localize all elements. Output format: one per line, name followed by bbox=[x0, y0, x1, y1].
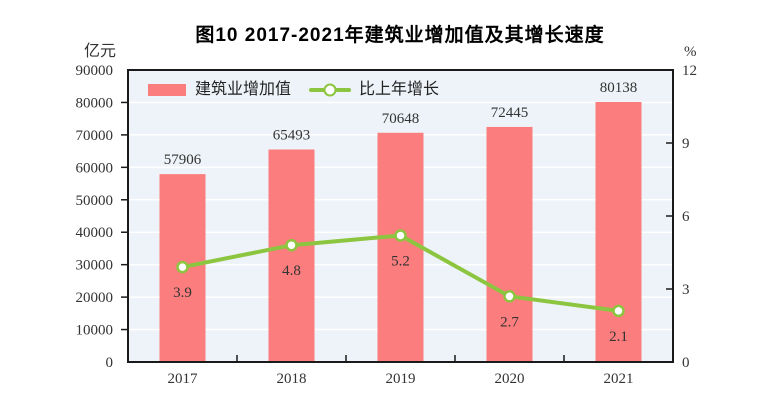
left-axis-tick-label: 10000 bbox=[76, 323, 114, 339]
growth-value-label: 5.2 bbox=[391, 253, 410, 269]
left-axis-tick-label: 70000 bbox=[76, 128, 114, 144]
legend-line-swatch-icon bbox=[309, 83, 352, 97]
growth-point-2018 bbox=[285, 238, 298, 252]
bar-value-label: 72445 bbox=[491, 105, 529, 121]
growth-value-label: 2.1 bbox=[609, 329, 628, 345]
left-axis-tick-label: 0 bbox=[106, 355, 114, 371]
chart-title: 图10 2017-2021年建筑业增加值及其增长速度 bbox=[195, 25, 605, 46]
growth-value-label: 2.7 bbox=[500, 314, 519, 330]
left-axis-tick-label: 80000 bbox=[76, 95, 114, 111]
left-axis-tick-label: 60000 bbox=[76, 160, 114, 176]
x-tick-label: 2019 bbox=[386, 371, 416, 387]
left-axis-tick-label: 90000 bbox=[76, 63, 114, 79]
bar-2020 bbox=[486, 126, 533, 362]
x-tick-label: 2021 bbox=[604, 371, 634, 387]
bar-value-label: 65493 bbox=[273, 128, 311, 144]
legend-bar-swatch-icon bbox=[148, 84, 186, 96]
bar-2021 bbox=[595, 101, 642, 363]
right-axis-tick-label: 6 bbox=[682, 209, 690, 225]
right-axis-unit: % bbox=[684, 44, 697, 60]
left-axis-tick-label: 30000 bbox=[76, 258, 114, 274]
bar-2019 bbox=[377, 132, 424, 362]
bar-value-label: 57906 bbox=[164, 152, 202, 168]
right-axis-tick-label: 12 bbox=[682, 63, 697, 79]
growth-point-2019 bbox=[394, 229, 407, 242]
growth-point-2021 bbox=[612, 304, 625, 318]
x-tick-label: 2018 bbox=[277, 371, 307, 387]
growth-point-2017 bbox=[176, 260, 189, 274]
legend-bar-label: 建筑业增加值 bbox=[195, 81, 292, 98]
bar-value-label: 80138 bbox=[600, 80, 638, 96]
left-axis-tick-label: 50000 bbox=[76, 193, 114, 209]
legend: 建筑业增加值 比上年增长 bbox=[148, 82, 439, 98]
x-tick-label: 2020 bbox=[495, 371, 525, 387]
legend-line-label: 比上年增长 bbox=[359, 81, 440, 98]
right-axis-tick-label: 0 bbox=[682, 355, 690, 371]
growth-value-label: 3.9 bbox=[173, 285, 192, 301]
growth-point-2020 bbox=[503, 290, 516, 303]
legend-line-marker-icon bbox=[323, 83, 337, 97]
left-axis-unit: 亿元 bbox=[84, 42, 116, 60]
bar-value-label: 70648 bbox=[382, 111, 420, 127]
growth-value-label: 4.8 bbox=[282, 263, 301, 279]
right-axis-tick-label: 3 bbox=[682, 282, 690, 298]
left-axis-tick-label: 20000 bbox=[76, 290, 114, 306]
bar-2018 bbox=[268, 149, 315, 362]
x-tick-label: 2017 bbox=[168, 371, 199, 387]
left-axis-tick-label: 40000 bbox=[76, 225, 114, 241]
right-axis-tick-label: 9 bbox=[682, 136, 690, 152]
